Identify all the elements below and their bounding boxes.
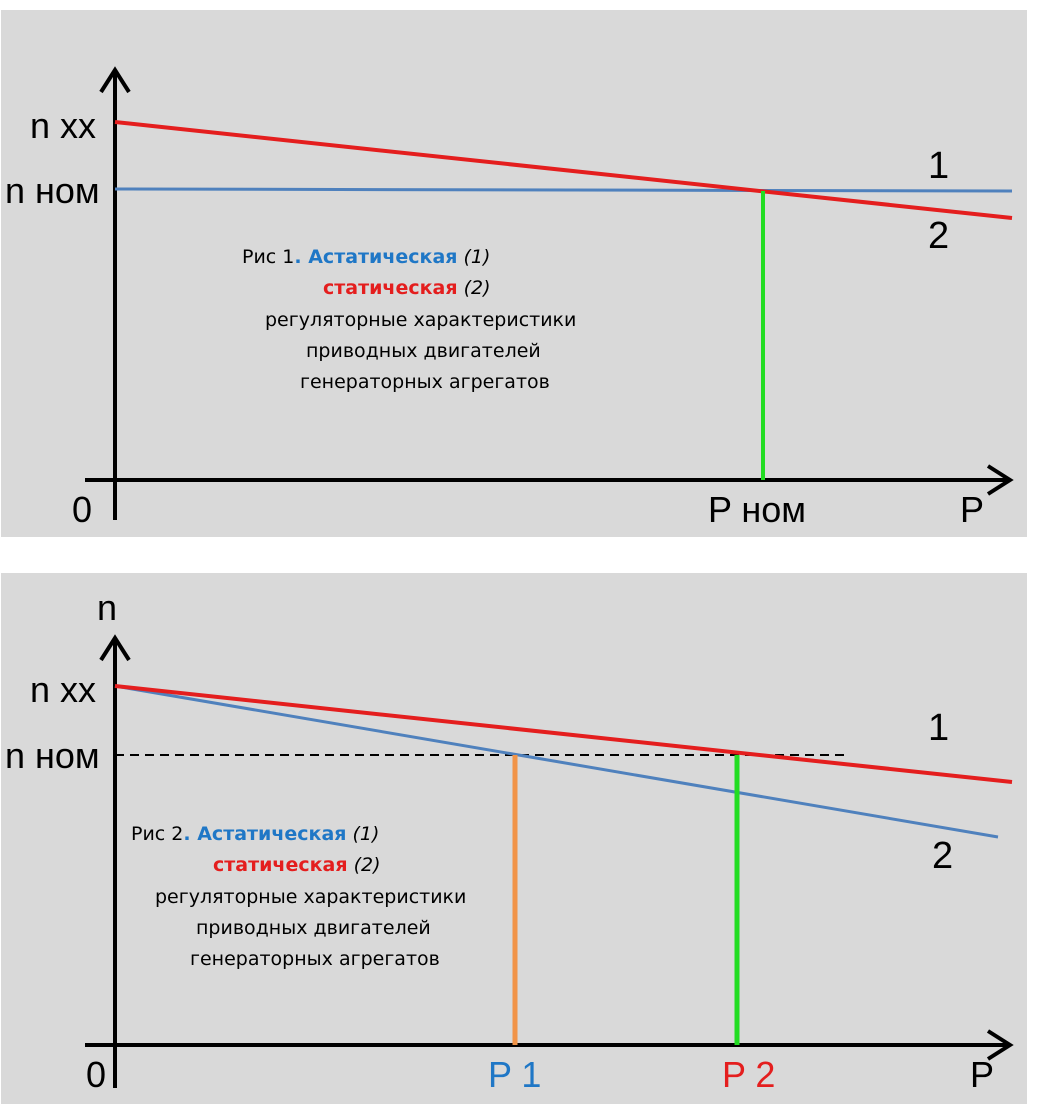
curve-label-1: 1: [928, 707, 949, 749]
figure-2: n n хх n ном 0 P 1 P 2 P 1 2 Рис 2. Аста…: [1, 573, 1027, 1104]
x-axis-label: P: [970, 1054, 994, 1095]
curve-label-2: 2: [928, 215, 949, 257]
x-tick-p-nom: P ном: [708, 489, 806, 530]
static-characteristic-flat-line: [114, 684, 1013, 784]
caption-line-5: генераторных агрегатов: [190, 948, 440, 970]
origin-label: 0: [86, 1054, 106, 1095]
x-axis-arrowhead: [986, 1029, 1014, 1061]
y-axis-arrowhead: [99, 634, 131, 662]
caption-line-1: Рис 2. Астатическая (1): [131, 823, 379, 845]
figure-1: n хх n ном 0 P ном P 1 2 Рис 1. Астатиче…: [1, 10, 1027, 537]
astatic-characteristic-line: [114, 187, 1013, 193]
static-characteristic-steep-line: [114, 684, 999, 839]
y-axis-arrowhead: [99, 66, 131, 94]
figure-1-panel: [1, 10, 1027, 537]
caption-line-5: генераторных агрегатов: [300, 371, 550, 393]
x-tick-p1: P 1: [488, 1054, 541, 1095]
x-tick-p2: P 2: [722, 1054, 775, 1095]
x-axis-label: P: [960, 489, 984, 530]
curve-label-2: 2: [932, 835, 953, 877]
caption-prefix: Рис 1: [242, 246, 294, 268]
caption-line-3: регуляторные характеристики: [155, 886, 466, 908]
caption-astatic: . Астатическая: [183, 823, 346, 845]
caption-line-3: регуляторные характеристики: [265, 309, 576, 331]
caption-static: статическая: [213, 854, 348, 876]
caption-astatic-num: (1): [353, 823, 380, 845]
curve-label-1: 1: [928, 145, 949, 187]
caption-line-4: приводных двигателей: [196, 917, 431, 939]
caption-static-num: (2): [464, 277, 491, 299]
caption-prefix: Рис 2: [131, 823, 183, 845]
y-label-n-xx: n хх: [30, 105, 96, 146]
y-label-n-nom: n ном: [5, 735, 100, 776]
caption-line-2: статическая (2): [213, 854, 381, 876]
x-axis-arrowhead: [986, 464, 1014, 496]
figure-2-caption: Рис 2. Астатическая (1) статическая (2) …: [131, 823, 466, 970]
caption-static-num: (2): [354, 854, 381, 876]
figure-1-caption: Рис 1. Астатическая (1) статическая (2) …: [242, 246, 576, 393]
caption-line-4: приводных двигателей: [306, 340, 541, 362]
y-label-n-nom: n ном: [5, 170, 100, 211]
caption-astatic: . Астатическая: [294, 246, 457, 268]
origin-label: 0: [72, 489, 92, 530]
caption-line-2: статическая (2): [323, 277, 491, 299]
caption-astatic-num: (1): [464, 246, 491, 268]
static-characteristic-line: [114, 120, 1013, 220]
y-label-n-xx: n хх: [30, 669, 96, 710]
caption-static: статическая: [323, 277, 458, 299]
y-axis-label: n: [97, 587, 117, 628]
caption-line-1: Рис 1. Астатическая (1): [242, 246, 490, 268]
